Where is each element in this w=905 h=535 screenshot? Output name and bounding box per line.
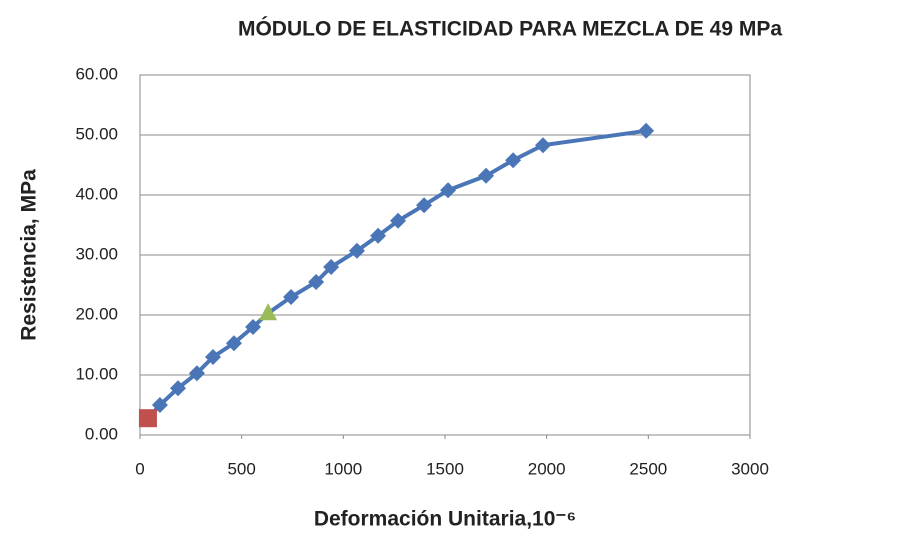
y-tick-label: 30.00	[75, 244, 118, 263]
diamond-marker	[638, 122, 655, 139]
x-tick-label: 1000	[324, 459, 362, 478]
diamond-marker	[478, 167, 495, 184]
diamond-marker	[225, 335, 242, 352]
x-tick-label: 3000	[731, 459, 769, 478]
y-axis-label: Resistencia, MPa	[18, 169, 41, 341]
square-marker	[138, 409, 157, 428]
diamond-marker	[308, 274, 325, 290]
y-tick-label: 0.00	[85, 424, 118, 443]
diamond-marker	[188, 365, 205, 382]
x-tick-label: 0	[135, 459, 144, 478]
chart-title: MÓDULO DE ELASTICIDAD PARA MEZCLA DE 49 …	[238, 17, 782, 41]
diamond-marker	[370, 227, 387, 244]
y-tick-label: 60.00	[75, 64, 118, 83]
diamond-marker	[390, 212, 407, 229]
diamond-marker	[535, 137, 552, 154]
x-tick-label: 2500	[629, 459, 667, 478]
y-tick-label: 50.00	[75, 124, 118, 143]
diamond-marker	[151, 397, 168, 413]
diamond-marker	[170, 380, 187, 397]
diamond-marker	[245, 319, 262, 335]
y-tick-label: 20.00	[75, 304, 118, 323]
diamond-marker	[348, 242, 365, 259]
diamond-marker	[283, 289, 300, 305]
y-tick-label: 10.00	[75, 364, 118, 383]
diamond-marker	[416, 197, 433, 214]
x-axis-label: Deformación Unitaria,10⁻⁶	[314, 508, 576, 531]
x-tick-label: 2000	[528, 459, 566, 478]
diamond-marker	[505, 152, 522, 169]
triangle-marker	[259, 303, 278, 321]
y-tick-label: 40.00	[75, 184, 118, 203]
diamond-marker	[323, 259, 340, 275]
diamond-marker	[440, 182, 457, 199]
diamond-marker	[204, 349, 221, 365]
x-tick-label: 500	[227, 459, 255, 478]
x-tick-label: 1500	[426, 459, 464, 478]
